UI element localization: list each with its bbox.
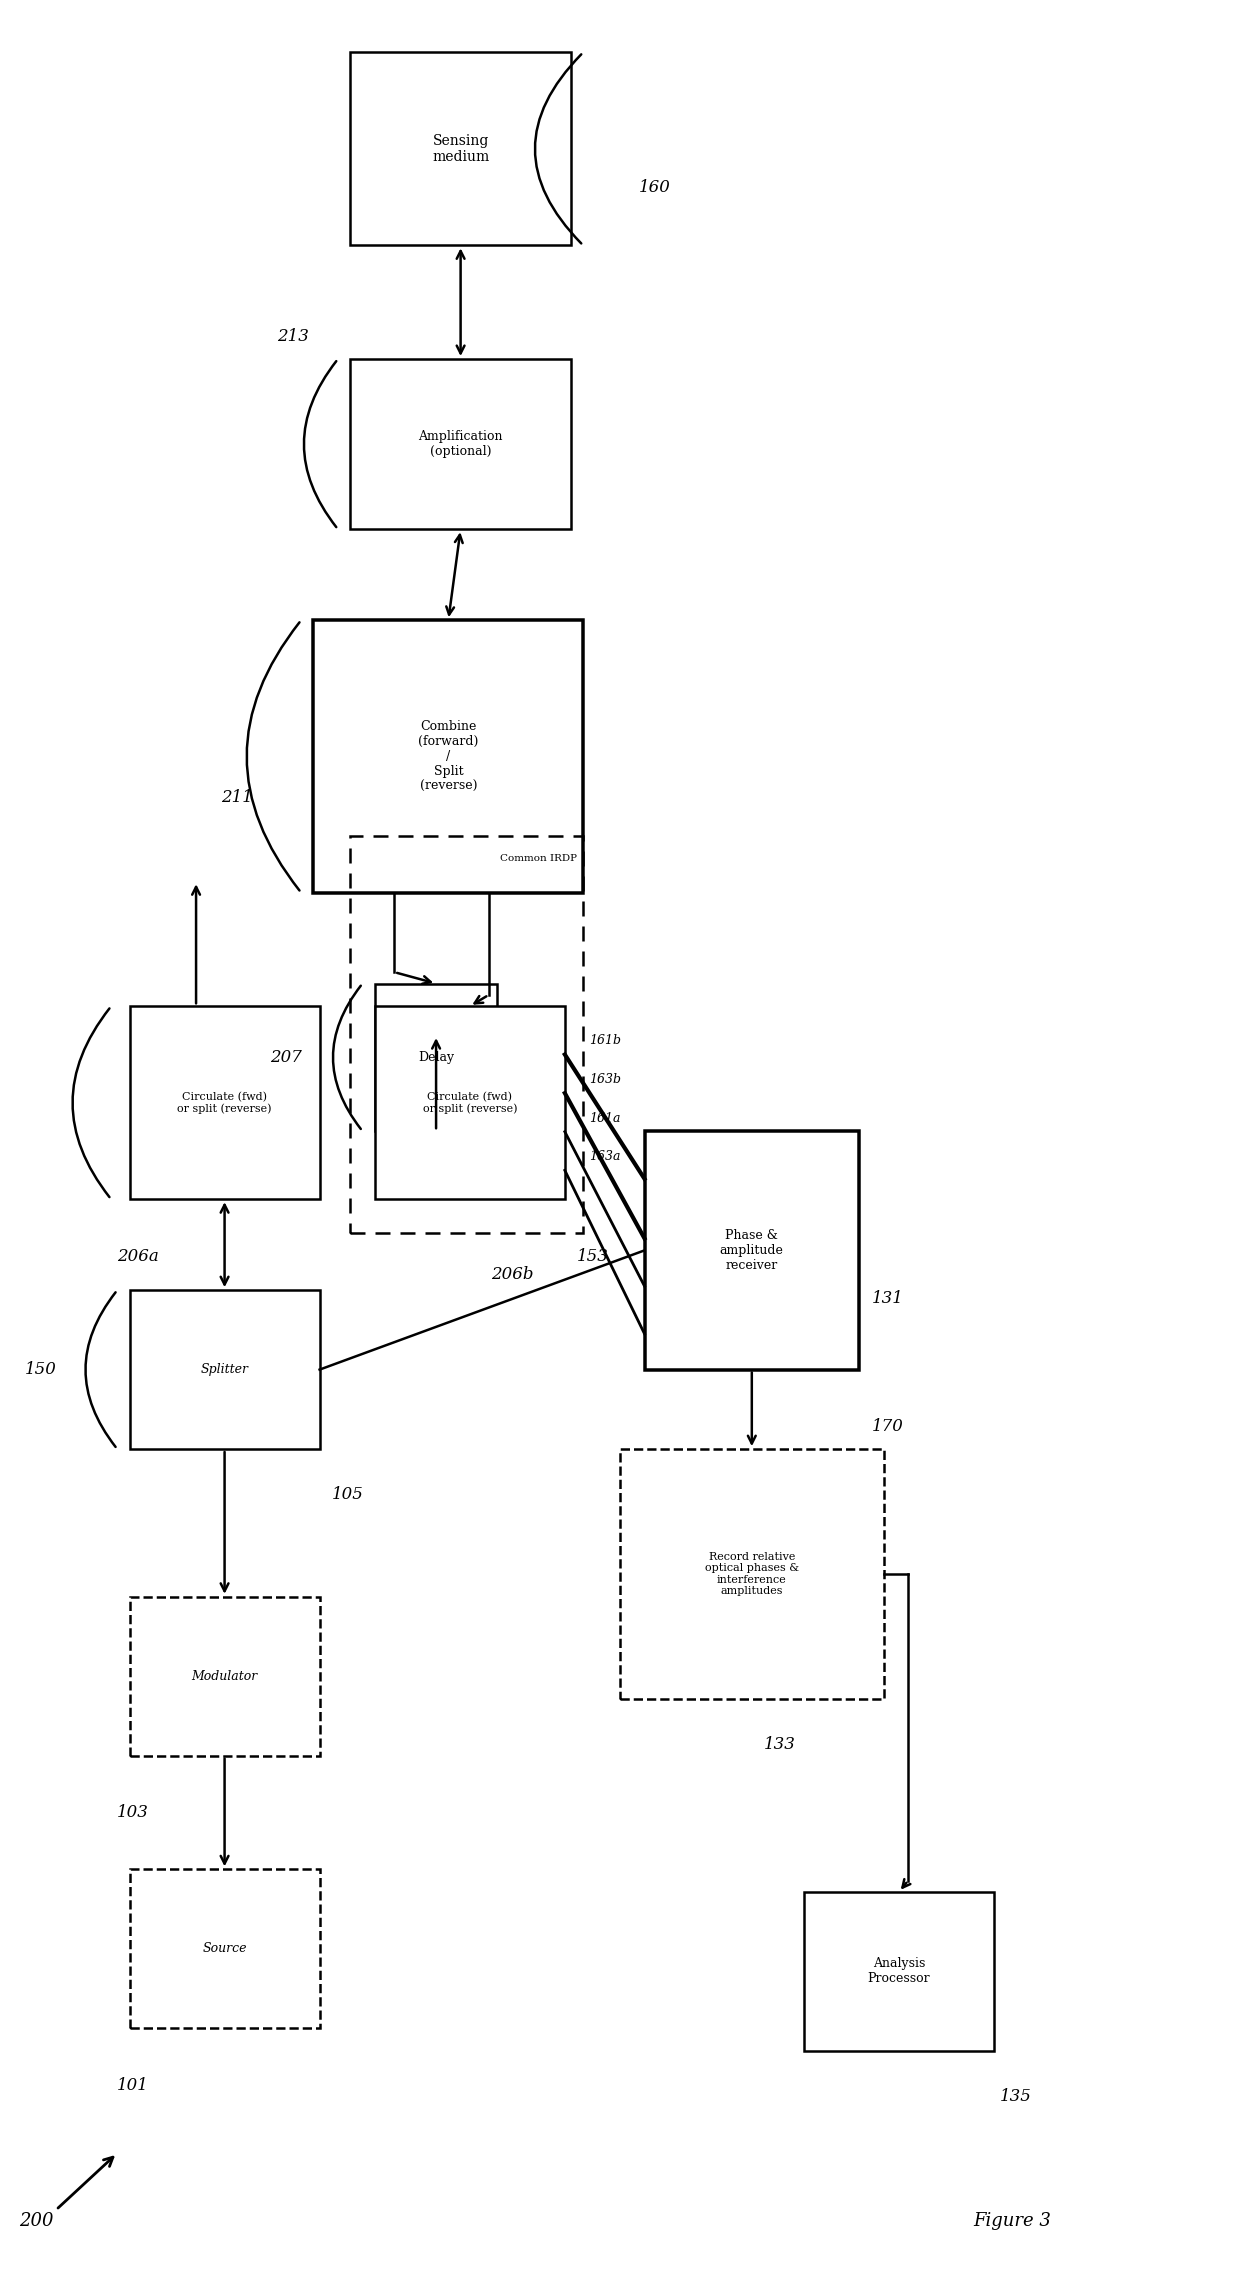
Text: 207: 207 xyxy=(270,1049,303,1065)
Bar xyxy=(374,1005,565,1200)
Text: 161b: 161b xyxy=(589,1035,621,1047)
Bar xyxy=(350,359,570,530)
Text: Modulator: Modulator xyxy=(191,1670,258,1682)
Text: Circulate (fwd)
or split (reverse): Circulate (fwd) or split (reverse) xyxy=(177,1092,272,1115)
Text: Source: Source xyxy=(202,1942,247,1956)
Text: 206a: 206a xyxy=(118,1248,159,1264)
Bar xyxy=(350,53,570,244)
Bar xyxy=(129,1005,320,1200)
Text: 103: 103 xyxy=(118,1803,149,1821)
Text: 135: 135 xyxy=(1001,2088,1032,2104)
Bar xyxy=(645,1131,859,1369)
Text: 206b: 206b xyxy=(491,1266,533,1282)
Text: Analysis
Processor: Analysis Processor xyxy=(868,1958,930,1986)
Text: 163b: 163b xyxy=(589,1074,621,1085)
Text: 153: 153 xyxy=(577,1248,609,1264)
Text: 213: 213 xyxy=(277,327,309,345)
Text: Splitter: Splitter xyxy=(201,1364,248,1376)
Text: 101: 101 xyxy=(118,2077,149,2093)
Text: Delay: Delay xyxy=(418,1051,454,1065)
Text: 160: 160 xyxy=(639,178,671,197)
Bar xyxy=(129,1869,320,2029)
Text: Figure 3: Figure 3 xyxy=(973,2212,1052,2230)
Text: 211: 211 xyxy=(222,788,253,807)
Bar xyxy=(314,619,583,893)
Text: Sensing
medium: Sensing medium xyxy=(432,135,490,165)
Bar xyxy=(350,836,583,1234)
Text: Combine
(forward)
/
Split
(reverse): Combine (forward) / Split (reverse) xyxy=(418,720,479,793)
Text: Record relative
optical phases &
interference
amplitudes: Record relative optical phases & interfe… xyxy=(704,1552,799,1597)
Bar xyxy=(374,983,497,1131)
Text: 163a: 163a xyxy=(589,1149,621,1163)
Text: Amplification
(optional): Amplification (optional) xyxy=(418,430,503,457)
Text: 131: 131 xyxy=(872,1289,903,1307)
Text: 161a: 161a xyxy=(589,1113,621,1124)
Text: 150: 150 xyxy=(25,1362,57,1378)
Text: 200: 200 xyxy=(19,2212,53,2230)
Bar xyxy=(129,1291,320,1449)
Text: 105: 105 xyxy=(332,1485,363,1504)
Bar xyxy=(129,1597,320,1755)
Text: 170: 170 xyxy=(872,1419,903,1435)
Text: Common IRDP: Common IRDP xyxy=(500,855,577,864)
Text: Phase &
amplitude
receiver: Phase & amplitude receiver xyxy=(720,1229,784,1273)
Text: Circulate (fwd)
or split (reverse): Circulate (fwd) or split (reverse) xyxy=(423,1092,517,1115)
Text: 133: 133 xyxy=(764,1737,796,1753)
Bar xyxy=(804,1892,994,2052)
Bar xyxy=(620,1449,884,1700)
